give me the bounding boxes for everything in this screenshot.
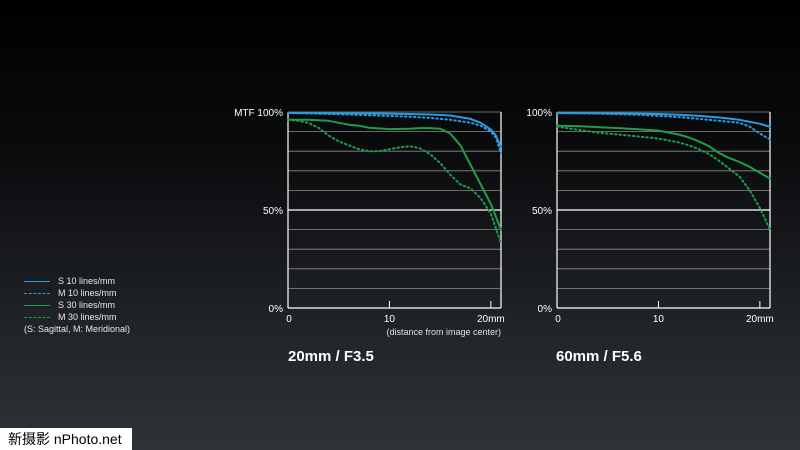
chart-60mm-x-tick-label-2: 20mm: [746, 314, 774, 325]
chart-20mm-series-s-30-linesmm: [287, 118, 502, 231]
caption-20mm: 20mm / F3.5: [288, 348, 374, 365]
legend: S 10 lines/mm M 10 lines/mm S 30 lines/m…: [24, 275, 130, 335]
chart-20mm-x-tick-label-2: 20mm: [477, 314, 505, 325]
chart-20mm-x-tick-label-1: 10: [384, 314, 396, 325]
legend-label-m10: M 10 lines/mm: [58, 288, 117, 298]
chart-20mm-series-m-10-linesmm: [287, 112, 502, 155]
legend-item-s10: S 10 lines/mm: [24, 275, 130, 287]
chart-20mm-y-tick-label-1: 50%: [263, 206, 283, 217]
legend-item-m30: M 30 lines/mm: [24, 311, 130, 323]
chart-60mm-x-tick-label-0: 0: [555, 314, 561, 325]
legend-label-s10: S 10 lines/mm: [58, 276, 116, 286]
chart-20mm-x-tick-label-0: 0: [286, 314, 292, 325]
legend-note: (S: Sagittal, M: Meridional): [24, 324, 131, 334]
chart-20mm-y-tick-label-0: MTF 100%: [234, 108, 283, 119]
chart-60mm-y-tick-label-0: 100%: [526, 108, 552, 119]
watermark: 新摄影 nPhoto.net: [0, 428, 132, 450]
legend-swatch-s30: [24, 304, 50, 306]
chart-20mm-y-tick-label-2: 0%: [269, 304, 284, 315]
chart-60mm-series-m-10-linesmm: [556, 112, 771, 141]
chart-60mm-x-tick-label-1: 10: [653, 314, 665, 325]
chart-20mm-x-axis-label: (distance from image center): [386, 327, 501, 337]
legend-swatch-m30: [24, 316, 50, 318]
legend-item-m10: M 10 lines/mm: [24, 287, 130, 299]
chart-60mm-series-m-30-linesmm: [556, 125, 771, 231]
legend-item-s30: S 30 lines/mm: [24, 299, 130, 311]
caption-60mm: 60mm / F5.6: [556, 348, 642, 365]
chart-60mm-series-s-30-linesmm: [556, 124, 771, 180]
chart-20mm-series-m-30-linesmm: [287, 118, 502, 245]
legend-swatch-m10: [24, 292, 50, 294]
chart-60mm-y-tick-label-2: 0%: [538, 304, 553, 315]
legend-label-s30: S 30 lines/mm: [58, 300, 116, 310]
chart-60mm-series-s-10-linesmm: [556, 112, 771, 128]
legend-swatch-s10: [24, 280, 50, 282]
chart-60mm-y-tick-label-1: 50%: [532, 206, 552, 217]
legend-label-m30: M 30 lines/mm: [58, 312, 117, 322]
chart-20mm-series-s-10-linesmm: [287, 112, 502, 149]
